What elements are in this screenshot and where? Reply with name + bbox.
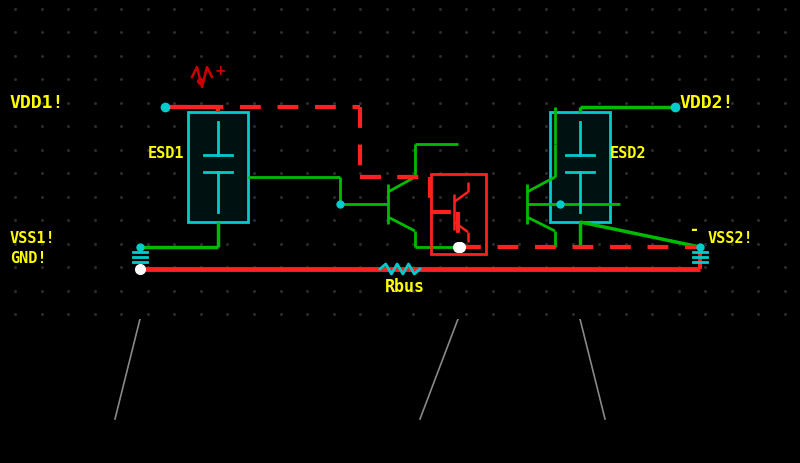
Text: -: - (690, 220, 697, 238)
Text: ESD1: ESD1 (148, 146, 185, 161)
Text: Rbus: Rbus (385, 277, 425, 295)
Text: +: + (215, 64, 226, 78)
Bar (430, 175, 486, 255)
Text: VDD2!: VDD2! (680, 94, 734, 112)
Text: ESD Protection (Clamp) Between
Supplies to Form Designated
ESD Discharge Path: ESD Protection (Clamp) Between Supplies … (490, 424, 720, 463)
Bar (188, 113, 248, 223)
Text: ESD2: ESD2 (610, 146, 646, 161)
Text: VSS1!: VSS1! (10, 231, 56, 245)
Text: GND!: GND! (10, 250, 46, 265)
Text: ESD Susceptible Device
on Boundary Crossing Signal: ESD Susceptible Device on Boundary Cross… (319, 424, 521, 452)
Text: VDD1!: VDD1! (10, 94, 64, 112)
Text: Ground Connection
(e.g. antiparallel diodes): Ground Connection (e.g. antiparallel dio… (28, 424, 202, 452)
Text: VSS2!: VSS2! (708, 231, 754, 245)
Bar (550, 113, 610, 223)
